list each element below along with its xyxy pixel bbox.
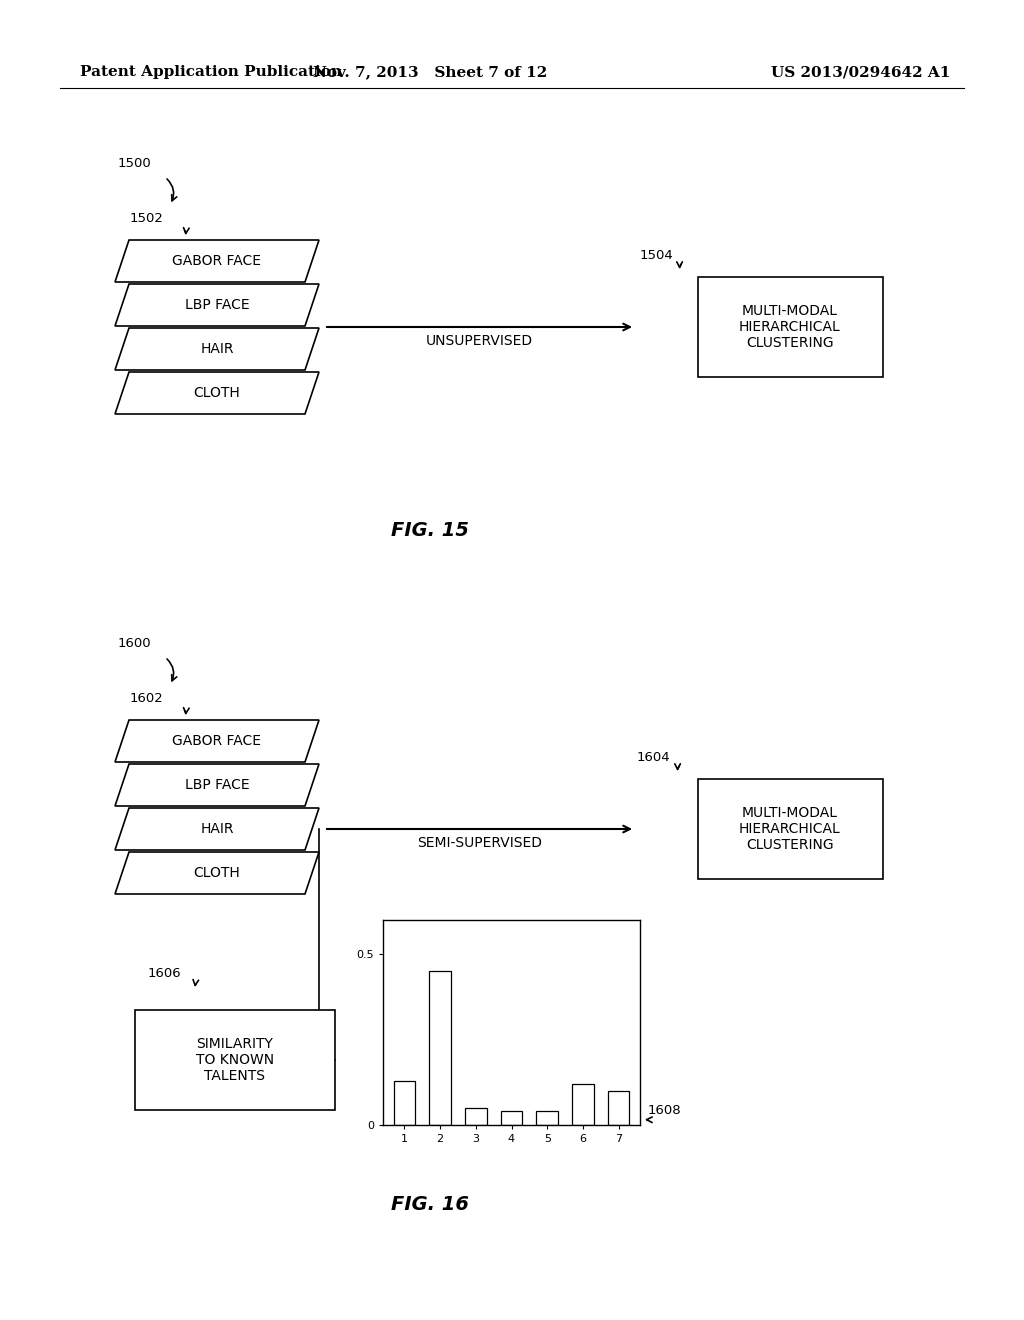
- Text: HAIR: HAIR: [201, 822, 233, 836]
- Text: SIMILARITY
TO KNOWN
TALENTS: SIMILARITY TO KNOWN TALENTS: [196, 1036, 274, 1084]
- Polygon shape: [115, 808, 319, 850]
- Text: GABOR FACE: GABOR FACE: [172, 734, 261, 748]
- Bar: [465, 1107, 486, 1125]
- Polygon shape: [115, 719, 319, 762]
- Bar: [572, 1084, 594, 1125]
- Text: UNSUPERVISED: UNSUPERVISED: [426, 334, 534, 348]
- Text: 1500: 1500: [118, 157, 152, 170]
- Text: Patent Application Publication: Patent Application Publication: [80, 65, 342, 79]
- Bar: [393, 1081, 415, 1125]
- Polygon shape: [115, 284, 319, 326]
- Text: Nov. 7, 2013   Sheet 7 of 12: Nov. 7, 2013 Sheet 7 of 12: [313, 65, 547, 79]
- Bar: [608, 1090, 630, 1125]
- Text: CLOTH: CLOTH: [194, 866, 241, 880]
- Bar: [501, 1111, 522, 1125]
- Text: HAIR: HAIR: [201, 342, 233, 356]
- Text: GABOR FACE: GABOR FACE: [172, 253, 261, 268]
- Text: 1504: 1504: [640, 249, 674, 261]
- Bar: [429, 972, 451, 1125]
- Text: 1604: 1604: [637, 751, 671, 764]
- Bar: [537, 1111, 558, 1125]
- Bar: [135, 1010, 335, 1110]
- Text: 1602: 1602: [130, 692, 164, 705]
- Text: LBP FACE: LBP FACE: [184, 298, 249, 312]
- Text: 1608: 1608: [648, 1104, 682, 1117]
- Text: FIG. 16: FIG. 16: [391, 1196, 469, 1214]
- Polygon shape: [115, 327, 319, 370]
- Text: CLOTH: CLOTH: [194, 385, 241, 400]
- Polygon shape: [115, 851, 319, 894]
- Text: MULTI-MODAL
HIERARCHICAL
CLUSTERING: MULTI-MODAL HIERARCHICAL CLUSTERING: [739, 805, 841, 853]
- Text: US 2013/0294642 A1: US 2013/0294642 A1: [771, 65, 950, 79]
- Polygon shape: [115, 764, 319, 807]
- Text: LBP FACE: LBP FACE: [184, 777, 249, 792]
- Text: 1606: 1606: [148, 968, 181, 979]
- Text: 1502: 1502: [130, 213, 164, 224]
- Bar: [697, 277, 883, 378]
- Bar: [697, 779, 883, 879]
- Text: SEMI-SUPERVISED: SEMI-SUPERVISED: [417, 836, 542, 850]
- Text: 1600: 1600: [118, 638, 152, 649]
- Text: MULTI-MODAL
HIERARCHICAL
CLUSTERING: MULTI-MODAL HIERARCHICAL CLUSTERING: [739, 304, 841, 350]
- Polygon shape: [115, 240, 319, 282]
- Text: FIG. 15: FIG. 15: [391, 520, 469, 540]
- Polygon shape: [115, 372, 319, 414]
